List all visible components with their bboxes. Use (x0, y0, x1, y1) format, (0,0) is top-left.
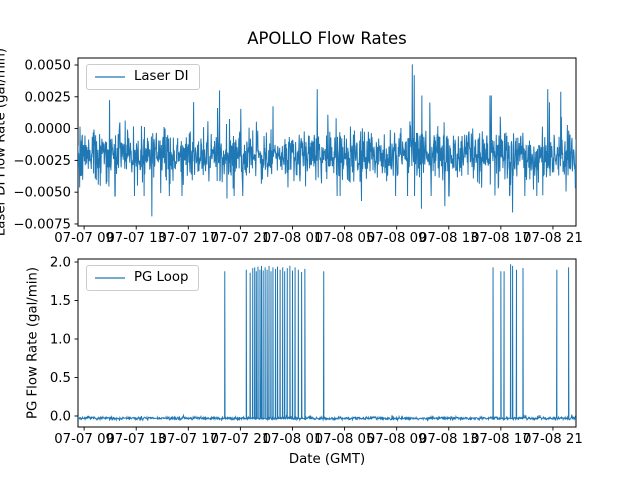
pg-loop-series (78, 264, 576, 423)
chart-title: APOLLO Flow Rates (247, 29, 407, 48)
y-tick-label: 2.0 (50, 256, 71, 271)
x-tick-label: 07-07 17 (158, 231, 218, 246)
x-tick-label: 07-07 13 (106, 231, 166, 246)
y-tick-label: 0.0050 (24, 58, 71, 73)
y-tick-label: −0.0050 (13, 186, 71, 201)
y-tick-label: 1.5 (50, 294, 71, 309)
legend-label-pg-loop: PG Loop (134, 270, 189, 285)
legend-label-laser-di: Laser DI (134, 69, 189, 84)
x-tick-label: 07-08 01 (263, 432, 323, 447)
legend-line-icon (95, 76, 125, 78)
x-tick-label: 07-08 13 (419, 432, 479, 447)
x-tick-label: 07-08 05 (315, 231, 375, 246)
y-tick-label: −0.0075 (13, 217, 71, 232)
axes-frame (77, 258, 577, 428)
x-axis-label: Date (GMT) (288, 452, 366, 467)
laser-di-series (78, 64, 576, 217)
pg-loop-legend: PG Loop (86, 265, 200, 291)
y-tick-label: 0.0 (50, 409, 71, 424)
x-tick-label: 07-08 05 (315, 432, 375, 447)
x-tick-label: 07-08 21 (523, 231, 583, 246)
x-tick-label: 07-07 09 (54, 432, 114, 447)
y-tick-label: 0.0025 (24, 90, 71, 105)
x-tick-label: 07-08 21 (523, 432, 583, 447)
y-tick-label: 0.5 (50, 371, 71, 386)
x-tick-label: 07-08 09 (367, 432, 427, 447)
x-tick-label: 07-07 21 (210, 432, 270, 447)
bottom-ylabel: PG Flow Rate (gal/min) (25, 266, 41, 420)
x-tick-label: 07-08 01 (263, 231, 323, 246)
x-tick-label: 07-08 17 (471, 231, 531, 246)
y-tick-label: −0.0025 (13, 154, 71, 169)
x-tick-label: 07-07 21 (210, 231, 270, 246)
x-tick-label: 07-08 09 (367, 231, 427, 246)
x-tick-label: 07-08 17 (471, 432, 531, 447)
x-tick-label: 07-07 09 (54, 231, 114, 246)
legend-line-icon (95, 277, 125, 279)
y-tick-label: 0.0000 (24, 122, 71, 137)
x-tick-label: 07-08 13 (419, 231, 479, 246)
x-tick-label: 07-07 13 (106, 432, 166, 447)
top-ylabel: Laser DI Flow Rate (gal/min) (0, 47, 9, 237)
laser-di-legend: Laser DI (86, 64, 200, 90)
x-tick-label: 07-07 17 (158, 432, 218, 447)
y-tick-label: 1.0 (50, 332, 71, 347)
